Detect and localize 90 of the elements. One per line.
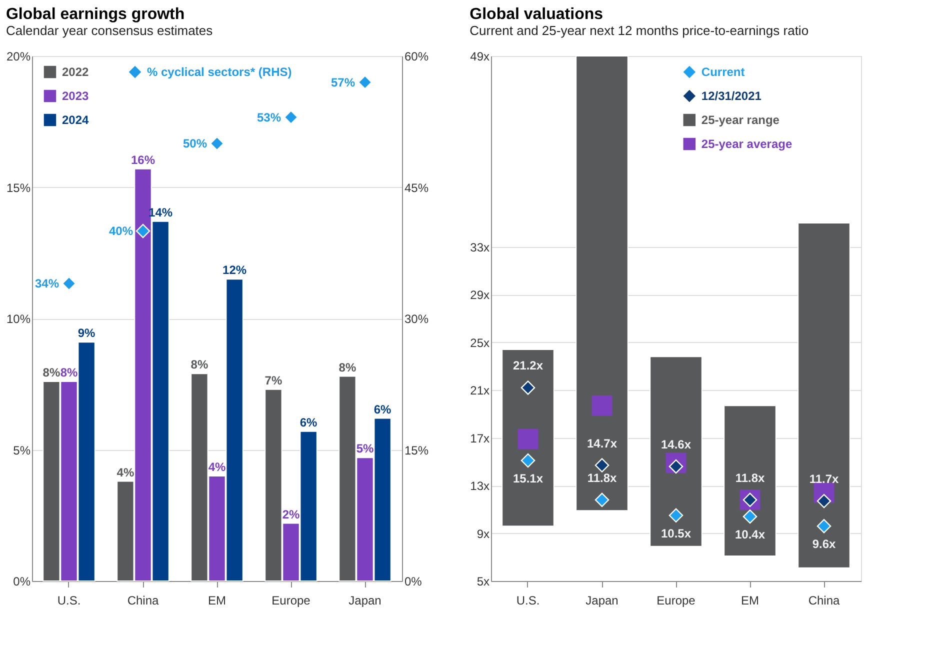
bar (650, 356, 702, 547)
point (518, 428, 538, 450)
data-label: 11.7x (809, 472, 840, 486)
legend-label: Current (701, 65, 745, 79)
point (284, 110, 298, 124)
legend-label: 25-year average (701, 137, 792, 151)
y2-tick-label: 60% (404, 50, 429, 64)
data-label: 8% (42, 366, 60, 380)
point (668, 508, 684, 522)
point (594, 458, 610, 472)
y2-tick-label: 15% (404, 443, 429, 458)
legend-label: 2022 (62, 65, 90, 79)
data-label: 53% (256, 110, 282, 124)
legend-label: 2023 (62, 89, 90, 103)
x-tick-label: China (808, 594, 840, 608)
x-tick-label: EM (208, 594, 226, 608)
x-tick-label: Europe (272, 594, 311, 608)
y-tick-label: 20% (6, 50, 31, 64)
chart-subtitle: Calendar year consensus estimates (6, 23, 214, 38)
point (136, 224, 150, 238)
data-label: 21.2x (512, 358, 544, 373)
chart-title: Global earnings growth (6, 6, 185, 23)
y-tick-label: 17x (470, 431, 490, 446)
point (816, 518, 832, 534)
data-label: 16% (130, 152, 156, 167)
data-label: 6% (300, 415, 318, 430)
x-tick-label: China (127, 594, 159, 608)
data-label: 8% (338, 360, 356, 374)
y-tick-label: 5x (476, 574, 490, 588)
point (210, 136, 224, 151)
y2-tick-label: 0% (404, 574, 422, 588)
data-label: 10.4x (734, 528, 766, 542)
x-tick-label: Japan (348, 594, 382, 608)
y-tick-label: 49x (470, 50, 490, 64)
point (62, 276, 76, 291)
y-tick-label: 10% (6, 312, 31, 326)
data-label: 4% (208, 460, 226, 474)
point (742, 509, 758, 524)
data-label: 7% (264, 373, 282, 388)
x-tick-label: U.S. (57, 594, 81, 608)
x-tick-label: EM (741, 594, 760, 608)
bar (576, 56, 628, 512)
chart-subtitle: Current and 25-year next 12 months price-to-earnings ratio (470, 23, 809, 38)
data-label: 15.1x (512, 471, 544, 486)
y2-tick-label: 45% (404, 180, 429, 195)
point (358, 75, 372, 90)
legend-label: 25-year range (701, 113, 780, 127)
data-label: 50% (182, 136, 208, 150)
data-label: 6% (374, 402, 392, 416)
bar (724, 405, 776, 556)
x-tick-label: Japan (586, 594, 618, 608)
legend-label: % cyclical sectors* (RHS) (147, 65, 292, 79)
data-label: 5% (356, 442, 374, 456)
legend-label: 12/31/2021 (701, 89, 762, 103)
data-label: 8% (60, 366, 78, 380)
y-tick-label: 13x (470, 479, 490, 494)
data-label: 11.8x (735, 470, 766, 485)
data-label: 2% (282, 507, 300, 522)
data-label: 12% (222, 263, 247, 278)
y-tick-label: 9x (476, 526, 490, 541)
data-label: 10.5x (660, 526, 692, 540)
data-label: 9% (78, 326, 96, 340)
data-label: 11.8x (587, 470, 618, 485)
legend-label: 2024 (62, 113, 90, 127)
x-tick-label: Europe (656, 594, 696, 608)
chart-title: Global valuations (470, 6, 604, 23)
y2-tick-label: 30% (404, 312, 429, 326)
y-tick-label: 25x (470, 336, 490, 350)
bar (502, 349, 554, 527)
bar (798, 222, 850, 568)
point (816, 494, 832, 508)
point (594, 492, 610, 507)
data-label: 9.6x (812, 537, 836, 552)
y-tick-label: 21x (470, 384, 490, 398)
data-label: 8% (190, 358, 208, 372)
data-label: 40% (108, 224, 134, 238)
data-label: 14.7x (586, 436, 618, 450)
data-label: 34% (34, 276, 60, 290)
y-tick-label: 33x (470, 240, 490, 254)
point (520, 453, 536, 468)
point (592, 395, 612, 416)
y-tick-label: 15% (6, 180, 31, 195)
y-tick-label: 5% (13, 443, 31, 458)
y-tick-label: 29x (470, 288, 490, 302)
y-tick-label: 0% (13, 574, 31, 588)
point (520, 380, 536, 395)
x-tick-label: U.S. (516, 594, 540, 608)
data-label: 57% (330, 75, 356, 90)
data-label: 14.6x (660, 437, 692, 452)
data-label: 4% (116, 465, 134, 480)
